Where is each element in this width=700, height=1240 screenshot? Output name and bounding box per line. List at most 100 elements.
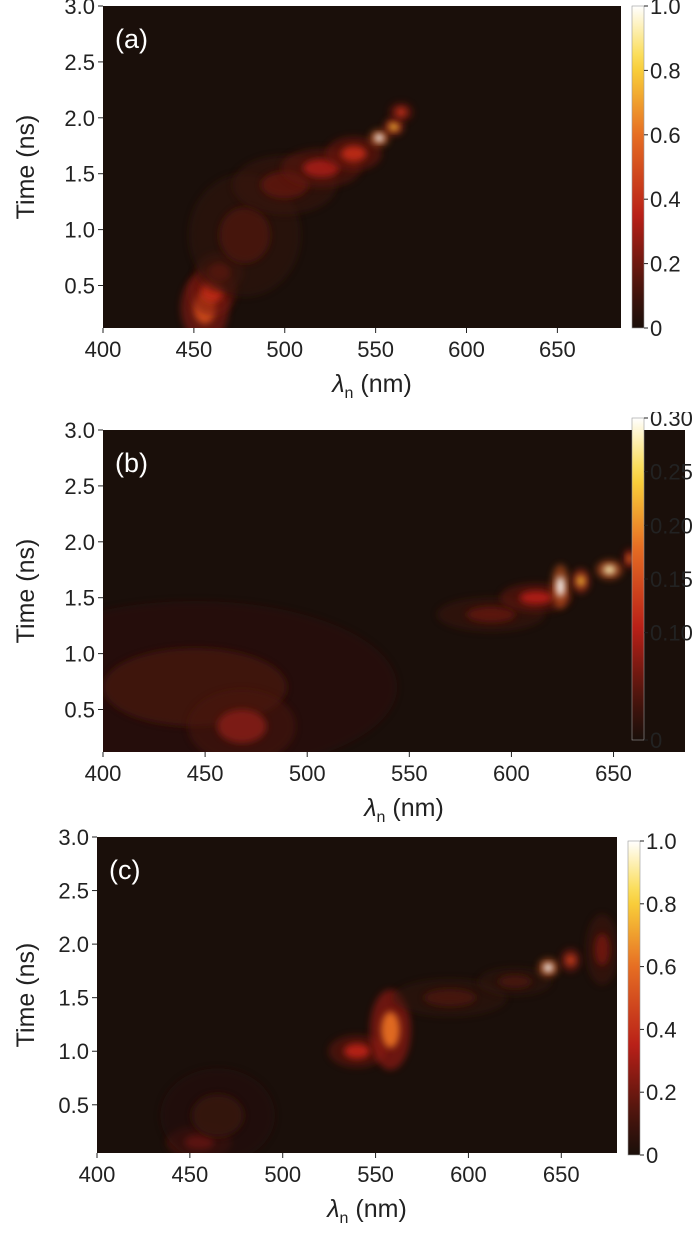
x-tick-label: 600 [448,337,485,362]
x-axis-label-subscript: n [377,809,386,824]
heatmap-blob [389,122,399,131]
heatmap-blob [219,207,271,264]
panel-a: (a) 400 450 500 550 600 650 0.5 1.0 1.5 2.0 2.5 3.0 T… [0,0,700,412]
chart-c: (c) 400 450 500 550 600 650 0.5 1.0 1.5 2.0 2.5 3.0 T… [12,825,677,1227]
x-axis-label: λn (nm) [325,1195,407,1227]
x-tick-label: 550 [357,1162,394,1187]
heatmap-blob [466,606,516,623]
y-tick-label: 0.5 [64,698,95,723]
colorbar-tick-label: 0.15 [650,567,693,592]
colorbar-tick-label: 0.4 [650,187,681,212]
x-tick-label: 400 [79,1162,116,1187]
colorbar-tick-label: 0.25 [650,460,693,485]
x-tick-label: 500 [266,337,303,362]
y-tick-label: 2.0 [58,932,89,957]
panel-label: (a) [115,24,148,54]
x-tick-label: 500 [289,761,326,786]
colorbar-tick-label: 0.10 [650,621,693,646]
colorbar [631,5,645,329]
chart-a: (a) 400 450 500 550 600 650 0.5 1.0 1.5 2.0 2.5 3.0 T… [12,0,681,402]
heatmap-blob [543,963,553,972]
colorbar [627,840,641,1156]
x-axis-label-unit: (nm) [353,370,411,398]
heatmap-blob [341,145,367,162]
colorbar-tick-label: 0.6 [646,955,677,980]
colorbar-tick-label: 0 [646,1143,658,1168]
heatmap-blob [498,975,532,989]
y-tick-label: 1.5 [58,986,89,1011]
heatmap-blob [191,1094,244,1137]
panel-c: (c) 400 450 500 550 600 650 0.5 1.0 1.5 2.0 2.5 3.0 T… [0,823,700,1235]
x-axis-label-unit: (nm) [348,1195,406,1223]
x-tick-label: 650 [543,1162,580,1187]
heatmap-blob [395,107,407,117]
heatmap-blob [302,159,340,178]
y-tick-label: 1.0 [58,1039,89,1064]
colorbar-tick-label: 0 [650,728,662,753]
heatmap-blob [374,134,384,142]
colorbar-tick-label: 0.8 [650,58,681,83]
x-tick-label: 600 [493,761,530,786]
x-tick-label: 500 [264,1162,301,1187]
y-tick-label: 1.5 [64,586,95,611]
heatmap-blob [594,933,610,966]
y-tick-label: 2.0 [64,530,95,555]
colorbar-tick-label: 0.20 [650,513,693,538]
y-tick-label: 0.5 [64,274,95,299]
x-axis-label-subscript: n [340,1210,349,1227]
panel-b: (b) 400 450 500 550 600 650 0.5 1.0 1.5 2.0 2.5 3.0 T… [0,406,700,826]
y-axis-label: Time (ns) [12,943,40,1048]
heatmap-blob [217,709,267,744]
x-axis-label-symbol: λ [362,794,376,822]
colorbar-tick-label: 0.8 [646,892,677,917]
heatmap-blob [626,554,633,564]
y-tick-label: 1.0 [64,642,95,667]
x-tick-label: 600 [450,1162,487,1187]
colorbar-tick-label: 0 [650,316,662,341]
x-axis-label-unit: (nm) [385,794,443,822]
x-axis-label-symbol: λ [330,370,344,398]
x-axis-label: λn (nm) [362,794,444,824]
heatmap-blob [565,954,576,966]
colorbar-tick-label: 0.2 [646,1080,677,1105]
x-tick-label: 450 [176,337,213,362]
heatmap-blob [556,576,565,597]
heatmap-blob [381,1011,400,1049]
panel-label: (c) [109,855,140,885]
heatmap-blob [603,565,616,575]
colorbar-tick-label: 1.0 [650,0,681,19]
x-tick-label: 400 [85,337,122,362]
x-axis-label: λn (nm) [330,370,412,402]
y-tick-label: 0.5 [58,1093,89,1118]
x-axis-label-subscript: n [345,385,354,402]
y-tick-label: 3.0 [64,418,95,443]
x-tick-label: 550 [391,761,428,786]
panel-label: (b) [115,448,148,478]
x-tick-label: 650 [539,337,576,362]
colorbar-tick-label: 0.2 [650,252,681,277]
heatmap-blob [519,591,553,605]
x-tick-label: 450 [187,761,224,786]
y-tick-label: 2.5 [64,474,95,499]
y-axis-label: Time (ns) [12,115,40,220]
colorbar-tick-label: 1.0 [646,829,677,854]
x-tick-label: 450 [171,1162,208,1187]
x-tick-label: 650 [595,761,632,786]
chart-b: (b) 400 450 500 550 600 650 0.5 1.0 1.5 2.0 2.5 3.0 T… [12,406,693,826]
y-tick-label: 1.0 [64,218,95,243]
y-axis-label: Time (ns) [12,539,40,644]
colorbar-tick-label: 0.30 [650,412,693,431]
heatmap-blob [423,989,476,1007]
colorbar-tick-label: 0.6 [650,123,681,148]
x-tick-label: 400 [85,761,122,786]
heatmap-blob [576,575,585,587]
heatmap-blob [344,1043,370,1059]
y-tick-label: 2.0 [64,106,95,131]
x-tick-label: 550 [357,337,394,362]
y-tick-label: 3.0 [58,825,89,850]
y-tick-label: 1.5 [64,162,95,187]
y-tick-label: 2.5 [58,879,89,904]
x-axis-label-symbol: λ [325,1195,339,1223]
y-tick-label: 3.0 [64,0,95,19]
colorbar [631,417,645,741]
